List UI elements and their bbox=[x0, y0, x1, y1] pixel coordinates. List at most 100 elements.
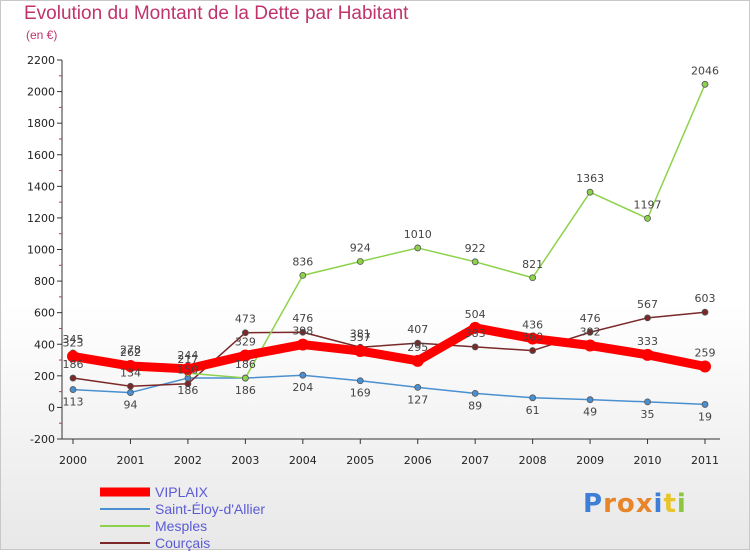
data-point bbox=[127, 382, 134, 390]
y-tick-label: 800 bbox=[34, 275, 55, 288]
data-point bbox=[529, 274, 537, 282]
data-label: 134 bbox=[120, 366, 141, 379]
data-label: 407 bbox=[407, 323, 428, 336]
data-point bbox=[586, 328, 594, 336]
legend-label-courcais: Courçais bbox=[155, 535, 211, 551]
data-point bbox=[181, 362, 194, 375]
data-label: 204 bbox=[292, 381, 313, 394]
y-tick-label: 1400 bbox=[27, 180, 55, 193]
data-point bbox=[296, 338, 309, 351]
logo-letter: i bbox=[653, 489, 664, 519]
y-tick-label: 2000 bbox=[27, 86, 55, 99]
data-label: 504 bbox=[465, 308, 486, 321]
data-point bbox=[701, 80, 709, 88]
data-point bbox=[701, 401, 709, 408]
data-label: 186 bbox=[177, 384, 198, 397]
data-label: 244 bbox=[177, 349, 198, 362]
data-point bbox=[641, 348, 654, 361]
data-label: 383 bbox=[465, 327, 486, 340]
data-point bbox=[529, 347, 537, 354]
x-tick-label: 2009 bbox=[576, 454, 604, 467]
x-tick-label: 2000 bbox=[59, 454, 87, 467]
data-label: 35 bbox=[641, 408, 655, 421]
y-tick-label: 400 bbox=[34, 338, 55, 351]
data-label: 186 bbox=[235, 358, 256, 371]
data-label: 922 bbox=[465, 242, 486, 255]
data-label: 333 bbox=[637, 335, 658, 348]
data-point bbox=[644, 398, 651, 406]
data-label: 217 bbox=[177, 353, 198, 366]
series-line-1 bbox=[72, 374, 706, 406]
data-point bbox=[299, 328, 307, 336]
data-label: 19 bbox=[698, 410, 712, 423]
data-point bbox=[241, 329, 249, 337]
data-point bbox=[584, 339, 597, 352]
logo-letter: t bbox=[663, 489, 677, 519]
y-tick-label: -200 bbox=[30, 433, 55, 446]
data-point bbox=[354, 345, 367, 358]
y-tick-label: 1600 bbox=[27, 149, 55, 162]
x-tick-label: 2007 bbox=[461, 454, 489, 467]
legend-swatch-courcais bbox=[100, 542, 150, 544]
data-label: 381 bbox=[350, 327, 371, 340]
data-label: 1197 bbox=[634, 198, 662, 211]
data-point bbox=[239, 349, 252, 362]
data-point bbox=[299, 271, 307, 279]
data-label: 345 bbox=[63, 333, 84, 346]
legend-label-mesples: Mesples bbox=[155, 518, 208, 534]
data-label: 295 bbox=[407, 341, 428, 354]
line-chart: -200 0 200 400 600 800 1000 1200 1400 1600 1800 200… bbox=[27, 54, 720, 467]
x-tick-label: 2003 bbox=[231, 454, 259, 467]
data-point bbox=[411, 354, 424, 367]
legend-label-viplaix: VIPLAIX bbox=[155, 484, 208, 500]
data-label: 357 bbox=[350, 331, 371, 344]
data-label: 836 bbox=[292, 255, 313, 268]
data-point bbox=[644, 314, 651, 322]
y-tick-label: 1000 bbox=[27, 244, 55, 257]
data-point bbox=[644, 214, 651, 222]
data-label: 1010 bbox=[404, 228, 432, 241]
data-point bbox=[299, 371, 307, 379]
data-point bbox=[414, 244, 422, 252]
data-label: 127 bbox=[407, 393, 428, 406]
data-label: 150 bbox=[177, 364, 198, 377]
data-label: 476 bbox=[292, 312, 313, 325]
data-point bbox=[586, 188, 594, 196]
data-label: 436 bbox=[522, 319, 543, 332]
data-label: 603 bbox=[695, 292, 716, 305]
data-point bbox=[414, 339, 422, 347]
data-point bbox=[184, 380, 192, 388]
data-point bbox=[69, 374, 77, 382]
x-tick-label: 2008 bbox=[519, 454, 547, 467]
data-point bbox=[356, 258, 364, 265]
data-point bbox=[356, 377, 364, 385]
chart-title: Evolution du Montant de la Dette par Hab… bbox=[24, 3, 409, 24]
logo-letter: o bbox=[616, 489, 636, 519]
data-label: 94 bbox=[123, 399, 137, 412]
data-label: 924 bbox=[350, 242, 371, 255]
series-line-3 bbox=[72, 311, 706, 388]
logo-letter: r bbox=[603, 489, 617, 519]
logo-letter: i bbox=[676, 489, 687, 519]
data-label: 329 bbox=[235, 335, 256, 348]
data-label: 2046 bbox=[691, 64, 719, 77]
data-label: 278 bbox=[120, 344, 141, 357]
legend-swatch-viplaix bbox=[100, 487, 150, 497]
y-tick-label: 1200 bbox=[27, 212, 55, 225]
logo-letter: x bbox=[635, 489, 654, 519]
data-point bbox=[471, 258, 479, 266]
x-tick-label: 2011 bbox=[691, 454, 719, 467]
data-point bbox=[127, 389, 134, 396]
data-point bbox=[529, 394, 537, 402]
data-point bbox=[526, 332, 539, 345]
data-label: 1363 bbox=[576, 172, 604, 185]
data-label: 169 bbox=[350, 387, 371, 400]
legend-label-saint-eloy: Saint-Éloy-d'Allier bbox=[155, 501, 266, 517]
data-point bbox=[67, 350, 79, 363]
data-label: 89 bbox=[468, 399, 482, 412]
logo-letter: P bbox=[583, 489, 604, 519]
data-label: 567 bbox=[637, 298, 658, 311]
legend-swatch-saint-eloy bbox=[100, 508, 150, 510]
data-point bbox=[124, 360, 137, 373]
